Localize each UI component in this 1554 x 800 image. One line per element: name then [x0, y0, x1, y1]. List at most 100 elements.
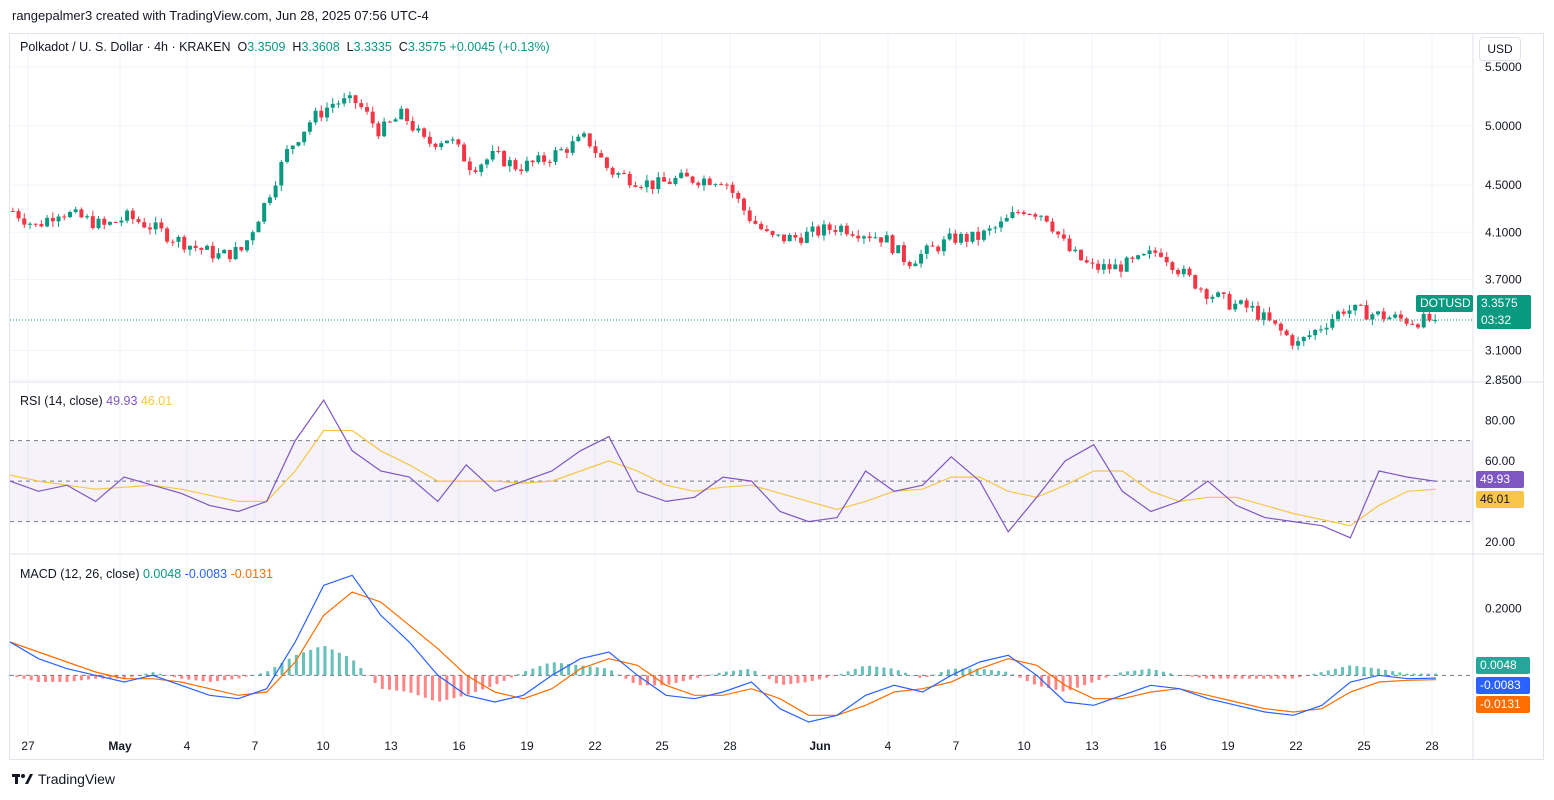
candle-body — [1107, 264, 1112, 270]
macd-hist-bar — [688, 675, 692, 680]
candle-body — [1056, 231, 1061, 235]
macd-hist-bar — [108, 675, 112, 679]
candle-body — [753, 220, 758, 224]
candle-body — [199, 247, 204, 250]
macd-hist-bar — [1262, 675, 1266, 679]
macd-hist-bar — [423, 675, 427, 698]
macd-hist-bar — [1283, 675, 1287, 679]
candle-body — [656, 177, 661, 190]
candle-body — [833, 229, 838, 232]
macd-hist-bar — [975, 668, 979, 676]
macd-hist-bar — [266, 671, 270, 676]
macd-hist-bar — [1247, 675, 1251, 679]
macd-hist-bar — [911, 675, 915, 676]
macd-pane — [8, 574, 1473, 723]
candle-body — [273, 185, 278, 198]
candle-body — [370, 111, 375, 124]
macd-hist-bar — [244, 675, 248, 677]
tradingview-logo[interactable]: TradingView — [12, 771, 115, 787]
candle-body — [713, 184, 718, 186]
tradingview-icon — [12, 774, 33, 784]
candle-body — [553, 150, 558, 162]
candle-body — [947, 233, 952, 240]
macd-hist-bar — [352, 660, 356, 676]
candle-body — [1210, 296, 1215, 299]
candle-body — [793, 234, 798, 238]
macd-hist-bar — [373, 675, 377, 684]
x-tick-label: 25 — [1357, 739, 1371, 753]
candle-body — [365, 107, 369, 112]
x-tick-label: 4 — [184, 739, 191, 753]
candle-body — [507, 160, 512, 167]
macd-line-value: -0.0083 — [184, 567, 228, 581]
macd-hist-bar — [237, 675, 241, 679]
macd-hist-bar — [1405, 673, 1409, 676]
candle-body — [79, 209, 84, 218]
candle-body — [216, 253, 221, 259]
candle-body — [662, 177, 667, 182]
macd-hist-bar — [1147, 668, 1151, 676]
macd-hist-bar — [173, 675, 177, 678]
candle-body — [439, 143, 444, 148]
candle-body — [519, 169, 524, 172]
change-value: +0.0045 (+0.13%) — [449, 40, 550, 54]
currency-button[interactable]: USD — [1479, 37, 1521, 61]
macd-hist-bar — [989, 670, 993, 676]
candle-body — [96, 218, 101, 229]
candle-body — [702, 178, 707, 186]
macd-hist-bar — [22, 675, 26, 679]
candle-body — [182, 236, 187, 250]
candle-body — [290, 145, 295, 150]
candle-body — [462, 144, 467, 162]
macd-hist-bar — [416, 675, 420, 696]
macd-hist-bar — [330, 649, 334, 676]
macd-hist-bar — [29, 675, 33, 681]
candle-body — [759, 223, 764, 230]
macd-hist-bar — [552, 662, 556, 676]
x-tick-label: 13 — [1085, 739, 1099, 753]
macd-hist-bar — [1169, 673, 1173, 676]
macd-hist-bar — [717, 672, 721, 676]
x-tick-label: 28 — [723, 739, 737, 753]
candle-body — [330, 103, 335, 108]
candle-body — [1061, 234, 1066, 239]
candle-body — [416, 128, 421, 131]
macd-hist-bar — [810, 675, 814, 682]
candle-body — [1204, 289, 1209, 299]
candle-body — [22, 218, 27, 225]
candle-body — [490, 150, 495, 160]
rsi-ma-tag: 46.01 — [1476, 491, 1524, 508]
candle-body — [193, 245, 198, 248]
macd-hist-bar — [1111, 675, 1115, 676]
candle-body — [542, 155, 547, 162]
candle-body — [302, 131, 307, 143]
candle-body — [547, 161, 552, 163]
candle-body — [119, 220, 124, 223]
macd-hist-bar — [316, 647, 320, 676]
macd-hist-bar — [51, 675, 55, 682]
candle-body — [890, 235, 895, 254]
macd-hist-bar — [896, 670, 900, 676]
candle-body — [844, 225, 849, 235]
macd-hist-bar — [251, 675, 255, 676]
macd-hist-bar — [1018, 675, 1022, 678]
candle-body — [1010, 212, 1015, 218]
candle-body — [1096, 263, 1101, 270]
macd-legend: MACD (12, 26, close) 0.0048 -0.0083 -0.0… — [20, 567, 273, 581]
macd-hist-bar — [1190, 675, 1194, 677]
main-legend: Polkadot / U. S. Dollar · 4h · KRAKEN O3… — [20, 40, 550, 54]
candle-body — [564, 149, 569, 153]
macd-hist-bar — [1255, 675, 1259, 679]
candle-body — [1021, 212, 1026, 215]
candle-body — [1164, 256, 1169, 263]
x-tick-label: 13 — [384, 739, 398, 753]
macd-signal-value: -0.0131 — [230, 567, 273, 581]
candle-body — [633, 185, 638, 187]
candle-body — [1147, 250, 1152, 255]
candle-body — [1416, 324, 1421, 328]
x-tick-label: 22 — [588, 739, 602, 753]
candle-body — [307, 122, 312, 132]
rsi-line — [9, 398, 1437, 539]
macd-hist-bar — [1341, 667, 1345, 676]
